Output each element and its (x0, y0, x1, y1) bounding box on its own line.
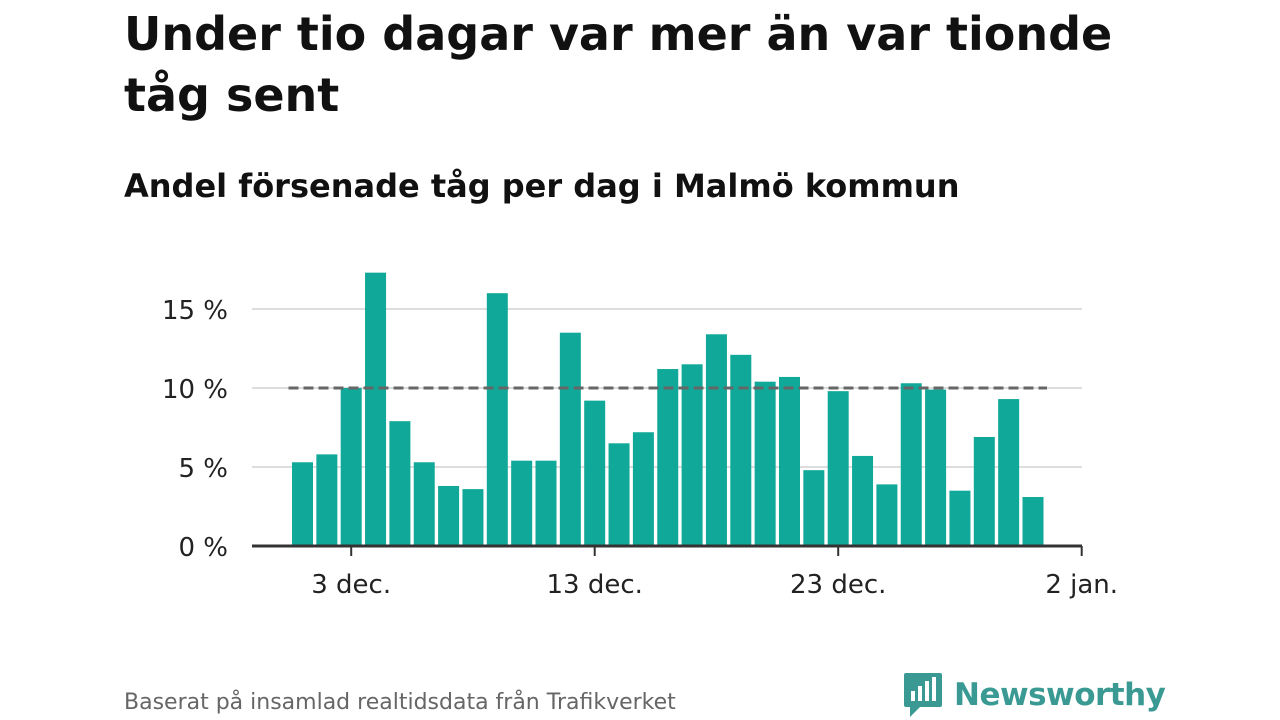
bar (438, 485, 460, 546)
bar (365, 272, 387, 546)
brand-logo: Newsworthy (902, 671, 1166, 719)
bar (998, 399, 1020, 546)
bar (462, 489, 484, 546)
bar (511, 460, 533, 546)
bar (900, 383, 922, 546)
chart-title: Under tio dagar var mer än var tionde tå… (124, 7, 1113, 122)
bar (340, 388, 362, 546)
y-tick-label: 10 % (162, 375, 228, 405)
y-tick-label: 5 % (178, 454, 228, 484)
bar (973, 436, 995, 546)
bar (876, 484, 898, 546)
bars (292, 272, 1044, 546)
source-note: Baserat på insamlad realtidsdata från Tr… (124, 690, 676, 715)
x-tick-label: 23 dec. (790, 570, 886, 600)
bar (486, 293, 508, 546)
bar (949, 490, 971, 546)
y-tick-label: 15 % (162, 296, 228, 326)
bar (754, 381, 776, 546)
bar (292, 462, 313, 546)
bar-chart: 0 % 5 % 10 % 15 % 3 dec. 13 dec. 23 dec. 2 jan. (162, 272, 1118, 600)
bar (316, 454, 338, 546)
newsworthy-logo-icon (904, 673, 942, 717)
x-tick-label: 2 jan. (1045, 570, 1118, 600)
bar (413, 462, 435, 546)
bar (584, 400, 606, 546)
bar (925, 389, 947, 546)
y-tick-label: 0 % (178, 533, 228, 563)
bar (389, 421, 411, 546)
bar (608, 443, 630, 546)
bar (852, 455, 874, 546)
bar (827, 391, 849, 546)
x-tick-label: 13 dec. (546, 570, 642, 600)
x-tick-label: 3 dec. (311, 570, 391, 600)
chart-subtitle: Andel försenade tåg per dag i Malmö komm… (124, 167, 960, 205)
bar (779, 376, 800, 546)
bar (632, 432, 654, 546)
bar (559, 332, 581, 546)
axes: 0 % 5 % 10 % 15 % 3 dec. 13 dec. 23 dec. 2 jan. (162, 296, 1118, 600)
bar (535, 460, 557, 546)
bar (803, 470, 825, 546)
bar (730, 354, 752, 546)
brand-name: Newsworthy (954, 677, 1166, 713)
bar (1022, 497, 1044, 546)
bar (705, 334, 727, 546)
bar (657, 369, 679, 546)
bar (681, 364, 703, 546)
